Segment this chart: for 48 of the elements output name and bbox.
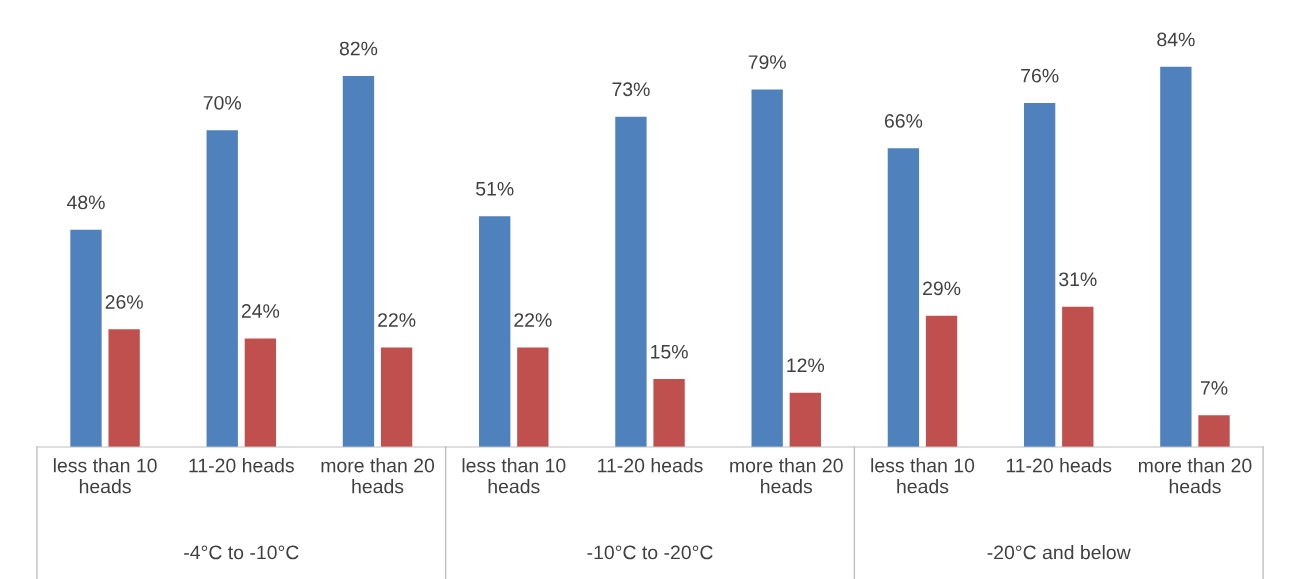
bar xyxy=(206,130,238,447)
bar xyxy=(517,347,549,447)
data-label: 15% xyxy=(651,344,688,359)
bar xyxy=(925,315,958,447)
data-label: 70% xyxy=(203,95,241,110)
x-tick-label: 11-20 heads xyxy=(598,458,703,473)
x-tick-label: less than 10 heads xyxy=(53,458,157,494)
bar xyxy=(887,148,920,447)
x-tick-label: less than 10 heads xyxy=(871,458,975,494)
x-tick-label: more than 20 heads xyxy=(730,458,843,494)
bar xyxy=(479,216,511,447)
data-label: 82% xyxy=(339,41,378,56)
text: -20°C and below xyxy=(987,545,1131,560)
data-label: 79% xyxy=(748,55,786,69)
data-label: 73% xyxy=(612,82,650,97)
bar xyxy=(653,379,685,447)
data-label: 22% xyxy=(514,313,552,327)
x-tick-label: more than 20 heads xyxy=(1138,458,1252,494)
x-tick-label: more than 20 heads xyxy=(321,458,435,494)
bar xyxy=(108,329,140,447)
bar xyxy=(342,75,375,447)
data-label: 24% xyxy=(241,304,280,318)
x-tick-label: 11-20 heads xyxy=(1006,458,1112,473)
bar xyxy=(789,392,821,447)
data-label: 84% xyxy=(1157,32,1195,47)
bar xyxy=(1023,103,1056,447)
data-label: 29% xyxy=(923,281,961,296)
data-label: 31% xyxy=(1059,272,1097,287)
data-label: 51% xyxy=(476,182,514,196)
bar xyxy=(751,89,783,447)
data-label: 12% xyxy=(787,358,825,373)
bar xyxy=(1198,415,1230,447)
text: -10°C to -20°C xyxy=(587,545,713,560)
bar xyxy=(1062,306,1094,447)
bar xyxy=(380,347,413,447)
data-label: 66% xyxy=(884,114,923,128)
bar xyxy=(615,116,647,447)
text: -4°C to -10°C xyxy=(184,545,299,560)
data-label: 76% xyxy=(1021,68,1059,83)
data-label: 7% xyxy=(1200,381,1228,395)
data-label: 26% xyxy=(105,295,143,309)
bar xyxy=(244,338,277,447)
data-label: 48% xyxy=(66,195,105,210)
x-tick-label: less than 10 heads xyxy=(462,458,566,494)
bar xyxy=(1160,66,1192,447)
x-tick-label: 11-20 heads xyxy=(189,458,294,473)
data-label: 22% xyxy=(378,313,416,327)
bar xyxy=(70,229,102,447)
